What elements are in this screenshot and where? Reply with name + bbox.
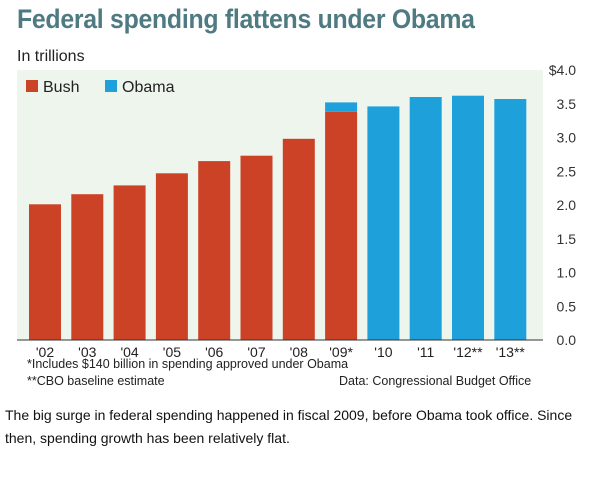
x-tick-label-2: '04 [120,344,138,360]
x-tick-labels: '02 '03 '04 '05 '06 '07 '08 '09* '10 '11 '12** '13*… [36,344,526,360]
bar-bush-1 [71,194,104,340]
bar-obama-10 [452,95,484,340]
bars-group [29,95,527,341]
legend-label-obama: Obama [122,79,175,96]
legend: Bush Obama [26,79,175,96]
bar-bush-6 [282,138,315,340]
x-tick-label-5: '07 [247,344,265,360]
x-tick-label-0: '02 [36,344,54,360]
y-tick-label-1: 0.5 [557,298,577,314]
y-tick-label-7: 3.5 [557,96,577,112]
bar-obama-11 [494,99,527,340]
legend-swatch-bush [26,80,38,92]
y-tick-label-5: 2.5 [557,163,577,179]
bar-bush-7 [325,111,358,340]
bar-obama-9 [409,97,442,340]
y-tick-label-4: 2.0 [557,197,577,213]
x-tick-label-3: '05 [163,344,181,360]
bar-obama-7 [325,102,358,112]
chart-subtitle: In trillions [17,48,85,65]
x-tick-label-1: '03 [78,344,96,360]
x-tick-label-4: '06 [205,344,223,360]
bar-obama-8 [367,106,400,341]
y-tick-label-0: 0.0 [557,332,577,348]
x-tick-label-11: '13** [496,344,526,360]
x-tick-label-9: '11 [417,344,434,360]
x-tick-label-7: '09* [329,344,353,360]
chart-title: Federal spending flattens under Obama [17,4,475,34]
footnote-1: *Includes $140 billion in spending appro… [27,357,349,371]
data-source: Data: Congressional Budget Office [339,374,532,388]
legend-label-bush: Bush [43,79,79,96]
bar-bush-4 [198,161,231,340]
legend-swatch-obama [105,80,117,92]
bar-bush-2 [113,185,146,340]
y-tick-label-8: $4.0 [549,62,576,78]
caption: The big surge in federal spending happen… [5,407,573,446]
y-tick-label-2: 1.0 [557,265,577,281]
x-tick-label-6: '08 [290,344,308,360]
x-tick-label-10: '12** [453,344,483,360]
bar-bush-5 [240,155,273,340]
footnote-2: **CBO baseline estimate [27,374,165,388]
x-tick-label-8: '10 [374,344,392,360]
bar-bush-3 [155,173,188,340]
y-tick-label-3: 1.5 [557,231,577,247]
y-tick-labels: 0.0 0.5 1.0 1.5 2.0 2.5 3.0 3.5 $4.0 [549,62,576,348]
bar-bush-0 [29,204,61,340]
y-tick-label-6: 3.0 [557,130,577,146]
